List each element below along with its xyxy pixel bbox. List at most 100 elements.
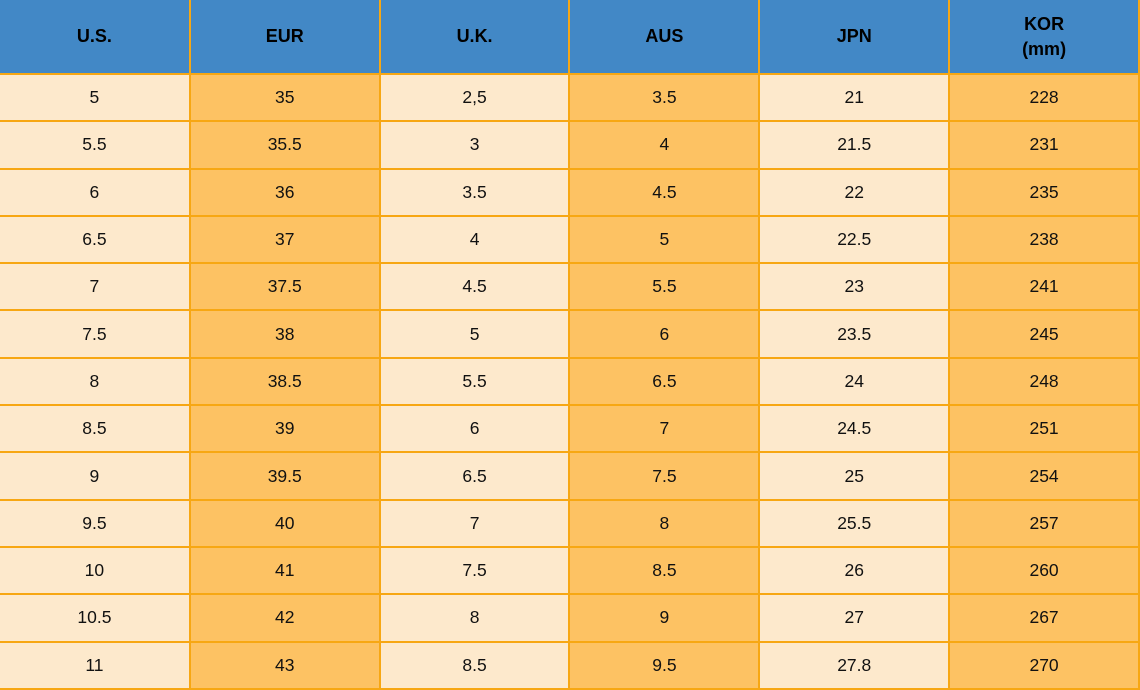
table-cell-uk: 2,5: [378, 72, 571, 123]
table-cell-kor: 267: [948, 593, 1140, 643]
table-cell-aus: 6.5: [568, 356, 761, 407]
table-cell-kor: 254: [948, 451, 1140, 501]
table-cell-eur: 41: [188, 545, 381, 596]
table-cell-jpn: 26: [758, 545, 951, 596]
table-cell-eur: 39.5: [188, 451, 381, 501]
table-cell-us: 8: [0, 356, 191, 407]
table-cell-uk: 6: [378, 404, 571, 454]
table-cell-kor: 241: [948, 262, 1140, 312]
table-header: U.S. EUR U.K. AUS JPN KOR (mm): [0, 0, 1140, 75]
column-header-us: U.S.: [0, 0, 191, 75]
table-cell-aus: 7.5: [568, 451, 761, 501]
table-cell-uk: 3: [378, 120, 571, 170]
table-row: 9 39.5 6.5 7.5 25 254: [0, 451, 1140, 501]
column-header-label: EUR: [265, 26, 304, 47]
table-cell-aus: 5.5: [568, 262, 761, 312]
table-cell-kor: 270: [948, 640, 1140, 690]
table-cell-aus: 7: [568, 404, 761, 454]
table-row: 7 37.5 4.5 5.5 23 241: [0, 262, 1140, 312]
table-cell-aus: 4: [568, 120, 761, 170]
column-header-uk: U.K.: [378, 0, 571, 75]
table-cell-aus: 9.5: [568, 640, 761, 690]
table-cell-us: 7.5: [0, 309, 191, 359]
column-header-aus: AUS: [568, 0, 761, 75]
table-cell-eur: 39: [188, 404, 381, 454]
column-header-kor: KOR (mm): [948, 0, 1140, 75]
table-cell-kor: 260: [948, 545, 1140, 596]
table-cell-uk: 5.5: [378, 356, 571, 407]
table-cell-uk: 7.5: [378, 545, 571, 596]
table-cell-kor: 257: [948, 498, 1140, 548]
table-cell-us: 9: [0, 451, 191, 501]
table-cell-aus: 3.5: [568, 72, 761, 123]
column-header-sublabel: (mm): [1022, 38, 1067, 59]
table-row: 9.5 40 7 8 25.5 257: [0, 498, 1140, 548]
table-cell-eur: 35: [188, 72, 381, 123]
table-cell-jpn: 27: [758, 593, 951, 643]
table-row: 8 38.5 5.5 6.5 24 248: [0, 356, 1140, 407]
table-cell-uk: 4: [378, 214, 571, 265]
table-cell-eur: 38.5: [188, 356, 381, 407]
table-cell-uk: 3.5: [378, 167, 571, 217]
table-cell-uk: 4.5: [378, 262, 571, 312]
table-cell-eur: 43: [188, 640, 381, 690]
table-row: 11 43 8.5 9.5 27.8 270: [0, 640, 1140, 690]
table-body: 5 35 2,5 3.5 21 228 5.5 35.5 3 4 21.5 231 6 36 3.5 4.5 2…: [0, 72, 1140, 690]
column-header-eur: EUR: [188, 0, 381, 75]
table-row: 8.5 39 6 7 24.5 251: [0, 404, 1140, 454]
table-cell-jpn: 21.5: [758, 120, 951, 170]
column-header-label: U.S.: [76, 26, 112, 47]
table-cell-us: 6: [0, 167, 191, 217]
table-cell-jpn: 22: [758, 167, 951, 217]
table-cell-us: 6.5: [0, 214, 191, 265]
table-cell-kor: 248: [948, 356, 1140, 407]
table-cell-us: 9.5: [0, 498, 191, 548]
table-cell-uk: 6.5: [378, 451, 571, 501]
table-cell-aus: 4.5: [568, 167, 761, 217]
table-cell-jpn: 23: [758, 262, 951, 312]
table-cell-kor: 238: [948, 214, 1140, 265]
table-cell-jpn: 27.8: [758, 640, 951, 690]
table-cell-kor: 235: [948, 167, 1140, 217]
table-cell-uk: 7: [378, 498, 571, 548]
table-cell-eur: 42: [188, 593, 381, 643]
table-cell-eur: 37: [188, 214, 381, 265]
table-cell-eur: 35.5: [188, 120, 381, 170]
column-header-label: KOR: [1024, 14, 1065, 35]
table-cell-jpn: 21: [758, 72, 951, 123]
table-row: 6.5 37 4 5 22.5 238: [0, 214, 1140, 265]
header-row: U.S. EUR U.K. AUS JPN KOR (mm): [0, 0, 1140, 75]
table-row: 10.5 42 8 9 27 267: [0, 593, 1140, 643]
table-row: 10 41 7.5 8.5 26 260: [0, 545, 1140, 596]
table-cell-eur: 37.5: [188, 262, 381, 312]
column-header-jpn: JPN: [758, 0, 951, 75]
table-cell-us: 10: [0, 545, 191, 596]
table-row: 7.5 38 5 6 23.5 245: [0, 309, 1140, 359]
table-cell-aus: 5: [568, 214, 761, 265]
table-cell-kor: 231: [948, 120, 1140, 170]
table-cell-jpn: 25: [758, 451, 951, 501]
table-cell-us: 5: [0, 72, 191, 123]
table-cell-jpn: 22.5: [758, 214, 951, 265]
table-cell-aus: 9: [568, 593, 761, 643]
column-header-label: AUS: [645, 26, 684, 47]
table-cell-aus: 6: [568, 309, 761, 359]
table-cell-eur: 40: [188, 498, 381, 548]
table-cell-jpn: 25.5: [758, 498, 951, 548]
table-row: 5 35 2,5 3.5 21 228: [0, 72, 1140, 123]
table-cell-kor: 251: [948, 404, 1140, 454]
table-cell-eur: 38: [188, 309, 381, 359]
table-cell-aus: 8.5: [568, 545, 761, 596]
table-cell-uk: 8: [378, 593, 571, 643]
table-cell-us: 10.5: [0, 593, 191, 643]
table-row: 6 36 3.5 4.5 22 235: [0, 167, 1140, 217]
column-header-label: JPN: [836, 26, 872, 47]
table-cell-kor: 228: [948, 72, 1140, 123]
table-cell-jpn: 24.5: [758, 404, 951, 454]
table-cell-us: 8.5: [0, 404, 191, 454]
table-cell-jpn: 23.5: [758, 309, 951, 359]
table-cell-eur: 36: [188, 167, 381, 217]
table-cell-aus: 8: [568, 498, 761, 548]
table-cell-us: 11: [0, 640, 191, 690]
